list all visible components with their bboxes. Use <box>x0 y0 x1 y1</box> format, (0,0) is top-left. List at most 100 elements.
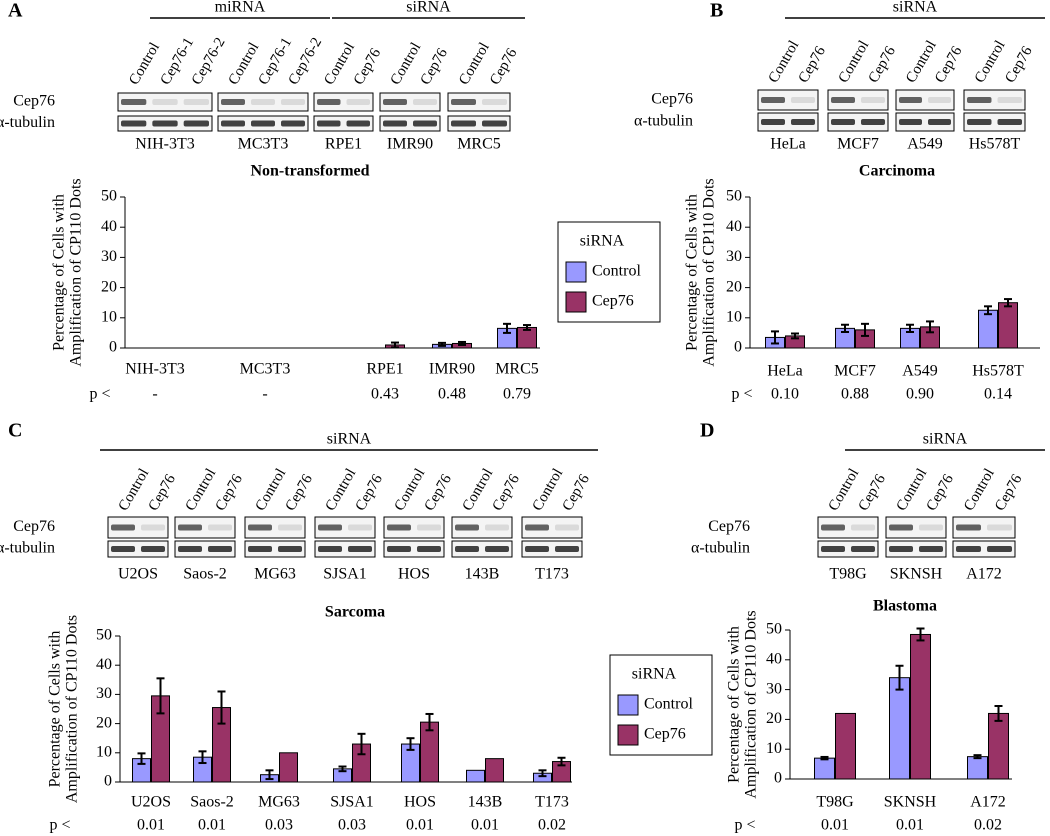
bar <box>835 712 856 780</box>
panel-letter: B <box>710 0 723 22</box>
blot-band <box>889 546 913 552</box>
lane-label: Cep76 <box>992 471 1026 513</box>
x-tick-label: HOS <box>404 794 436 811</box>
blot-band <box>413 120 437 127</box>
blot-band <box>482 120 507 127</box>
cell-line-label: A172 <box>966 566 1002 583</box>
blot-box <box>107 540 169 558</box>
blot-box <box>379 92 441 112</box>
chart-title: Carcinoma <box>859 163 935 180</box>
blot-box <box>817 516 879 539</box>
x-tick-label: T173 <box>535 794 569 811</box>
blot-box <box>217 92 309 112</box>
p-value: 0.01 <box>821 817 849 834</box>
blot-band <box>387 546 411 552</box>
x-tick-label: MCF7 <box>834 363 876 380</box>
bar <box>466 769 485 783</box>
blot-band <box>997 119 1022 125</box>
blot-band <box>987 546 1012 552</box>
y-tick-label: 10 <box>96 743 112 760</box>
blot-row-label: Cep76 <box>13 93 55 110</box>
blot-band <box>997 97 1022 103</box>
y-tick-label: 30 <box>726 248 742 265</box>
blot-box <box>244 540 306 558</box>
blot-row-label: Cep76 <box>651 91 693 108</box>
lane-label: Cep76 <box>487 45 521 87</box>
cell-line-label: MG63 <box>254 566 296 583</box>
p-value: 0.01 <box>198 817 226 834</box>
blot-band <box>221 120 245 127</box>
blot-band <box>413 99 437 105</box>
blot-box <box>451 516 513 539</box>
cell-line-label: A549 <box>907 136 943 153</box>
p-value: 0.03 <box>338 817 366 834</box>
legend-title: siRNA <box>632 666 677 683</box>
blot-box <box>521 516 583 539</box>
p-label: p < <box>734 817 755 834</box>
blot-band <box>987 524 1012 531</box>
lane-label: Cep76 <box>924 471 958 513</box>
y-axis-label: Percentage of Cells with <box>684 194 701 351</box>
blot-box <box>952 540 1016 558</box>
bar <box>814 757 835 780</box>
cell-line-label: MCF7 <box>837 136 879 153</box>
y-axis-label: Amplification of CP110 Dots <box>701 178 718 366</box>
blot-band <box>956 524 981 531</box>
blot-band <box>141 524 165 531</box>
blot-row-label: α-tubulin <box>0 540 55 557</box>
blot-band <box>451 120 476 127</box>
bar <box>910 633 931 780</box>
blot-band <box>251 99 275 105</box>
bar <box>978 309 998 349</box>
blot-band <box>821 546 845 552</box>
blot-band <box>141 546 165 552</box>
lane-label: Cep76 <box>146 471 180 513</box>
blot-band <box>281 99 305 105</box>
cell-line-label: U2OS <box>118 566 158 583</box>
lane-label: Cep76 <box>213 471 247 513</box>
blot-box <box>952 516 1016 539</box>
blot-band <box>485 524 509 531</box>
blot-box <box>895 89 955 111</box>
cell-line-label: HeLa <box>770 136 806 153</box>
y-tick-label: 40 <box>101 218 117 235</box>
p-value: 0.01 <box>137 817 165 834</box>
p-value: 0.14 <box>984 386 1012 403</box>
bar <box>967 756 988 780</box>
y-tick-label: 20 <box>726 278 742 295</box>
blot-band <box>485 546 509 552</box>
blot-band <box>251 120 275 127</box>
blot-band <box>919 524 943 531</box>
lane-label: Cep76 <box>560 471 594 513</box>
x-tick-label: T98G <box>816 794 854 811</box>
cell-line-label: RPE1 <box>325 136 362 153</box>
blot-band <box>346 120 370 127</box>
blot-box <box>383 540 445 558</box>
blot-band <box>152 99 178 105</box>
legend-label: Cep76 <box>592 293 634 310</box>
blot-band <box>111 546 135 552</box>
blot-row-label: Cep76 <box>13 518 55 535</box>
blot-band <box>831 97 855 103</box>
blot-band <box>281 120 305 127</box>
blot-band <box>525 546 549 552</box>
blot-row-label: α-tubulin <box>634 113 693 130</box>
p-label: p < <box>49 817 70 834</box>
y-axis-label: Percentage of Cells with <box>47 631 64 788</box>
x-tick-label: MRC5 <box>495 361 539 378</box>
blot-band <box>851 546 875 552</box>
blot-band <box>928 97 951 103</box>
p-value: 0.01 <box>471 817 499 834</box>
y-tick-label: 0 <box>109 339 117 356</box>
blot-band <box>183 120 209 127</box>
cell-line-label: SKNSH <box>890 566 943 583</box>
y-tick-label: 40 <box>96 656 112 673</box>
blot-box <box>521 540 583 558</box>
blot-row-label: α-tubulin <box>691 540 750 557</box>
blot-band <box>121 99 147 105</box>
x-tick-label: HeLa <box>767 363 803 380</box>
blot-band <box>555 524 579 531</box>
group-label: siRNA <box>893 0 938 16</box>
blot-band <box>761 119 785 125</box>
blot-box <box>827 89 889 111</box>
